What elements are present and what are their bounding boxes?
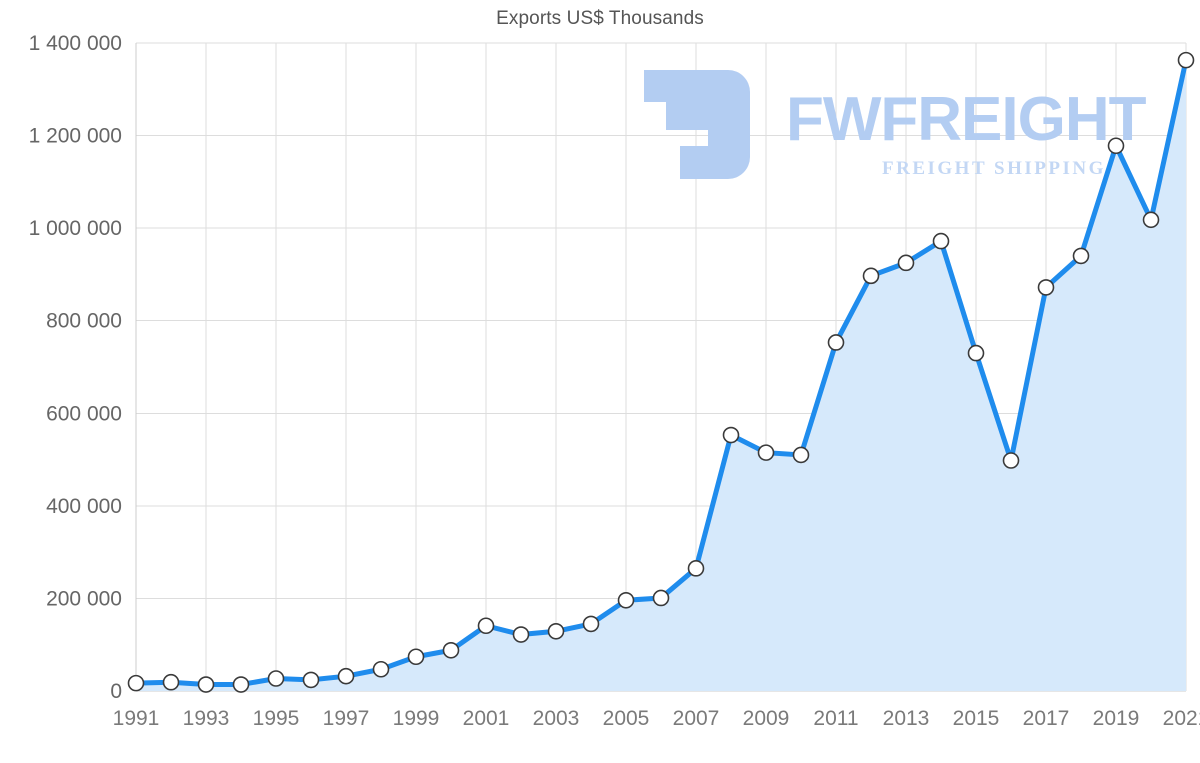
data-point-2006[interactable]	[652, 589, 670, 607]
x-tick-label: 1993	[183, 707, 230, 730]
x-tick-label: 2013	[883, 707, 930, 730]
x-axis-tick-labels: 1991 1993 1995 1997 1999 2001 2003 2005 2007 2009…	[113, 707, 1200, 730]
data-point-2000[interactable]	[442, 641, 460, 659]
y-tick-label: 0	[110, 680, 122, 703]
data-point-2013[interactable]	[897, 254, 915, 272]
data-point-2014[interactable]	[932, 232, 950, 250]
data-point-1993[interactable]	[197, 676, 215, 693]
data-point-1991[interactable]	[127, 674, 145, 692]
data-point-2007[interactable]	[687, 560, 705, 577]
y-tick-label: 400 000	[46, 495, 122, 518]
x-tick-label: 2005	[603, 707, 650, 730]
y-tick-label: 600 000	[46, 402, 122, 425]
y-tick-label: 200 000	[46, 587, 122, 610]
data-point-1996[interactable]	[302, 671, 320, 689]
data-point-2019[interactable]	[1107, 137, 1125, 155]
data-point-2020[interactable]	[1142, 211, 1160, 229]
y-tick-label: 1 000 000	[29, 217, 122, 240]
chart-title: Exports US$ Thousands	[496, 8, 704, 29]
x-tick-label: 1995	[253, 707, 300, 730]
data-point-2016[interactable]	[1002, 452, 1020, 469]
x-tick-label: 2017	[1023, 707, 1070, 730]
x-tick-label: 2009	[743, 707, 790, 730]
data-point-2012[interactable]	[862, 267, 880, 285]
data-point-2009[interactable]	[757, 444, 775, 461]
y-tick-label: 1 400 000	[29, 32, 122, 55]
data-point-1998[interactable]	[372, 660, 390, 678]
x-tick-label: 2011	[813, 707, 858, 730]
data-point-2004[interactable]	[582, 615, 600, 633]
y-tick-label: 1 200 000	[29, 125, 122, 148]
data-point-1994[interactable]	[232, 676, 250, 693]
data-point-2015[interactable]	[967, 344, 985, 362]
x-tick-label: 2015	[953, 707, 1000, 730]
y-tick-label: 800 000	[46, 310, 122, 333]
x-tick-label: 1999	[393, 707, 440, 730]
x-tick-label: 2007	[673, 707, 720, 730]
data-point-2021[interactable]	[1177, 51, 1195, 69]
data-point-1999[interactable]	[407, 648, 425, 666]
x-tick-label: 2021	[1163, 707, 1200, 730]
data-point-2003[interactable]	[547, 622, 565, 640]
data-point-1997[interactable]	[337, 667, 355, 685]
y-axis-tick-labels: 0 200 000 400 000 600 000 800 000 1 000 000 1 …	[29, 32, 122, 703]
data-point-2005[interactable]	[617, 591, 635, 609]
data-point-2018[interactable]	[1072, 247, 1090, 265]
x-tick-label: 1991	[113, 707, 160, 730]
x-tick-label: 2003	[533, 707, 580, 730]
data-point-2002[interactable]	[512, 626, 530, 643]
x-tick-label: 1997	[323, 707, 370, 730]
data-point-1992[interactable]	[162, 673, 180, 691]
series-area-fill	[136, 60, 1186, 691]
data-point-2010[interactable]	[792, 446, 810, 464]
data-point-2008[interactable]	[722, 426, 740, 444]
x-tick-label: 2019	[1093, 707, 1140, 730]
series-markers[interactable]	[127, 51, 1195, 693]
x-tick-label: 2001	[463, 707, 510, 730]
data-point-2017[interactable]	[1037, 279, 1055, 296]
data-point-2011[interactable]	[827, 334, 845, 351]
data-point-2001[interactable]	[477, 617, 495, 635]
data-point-1995[interactable]	[267, 670, 285, 687]
